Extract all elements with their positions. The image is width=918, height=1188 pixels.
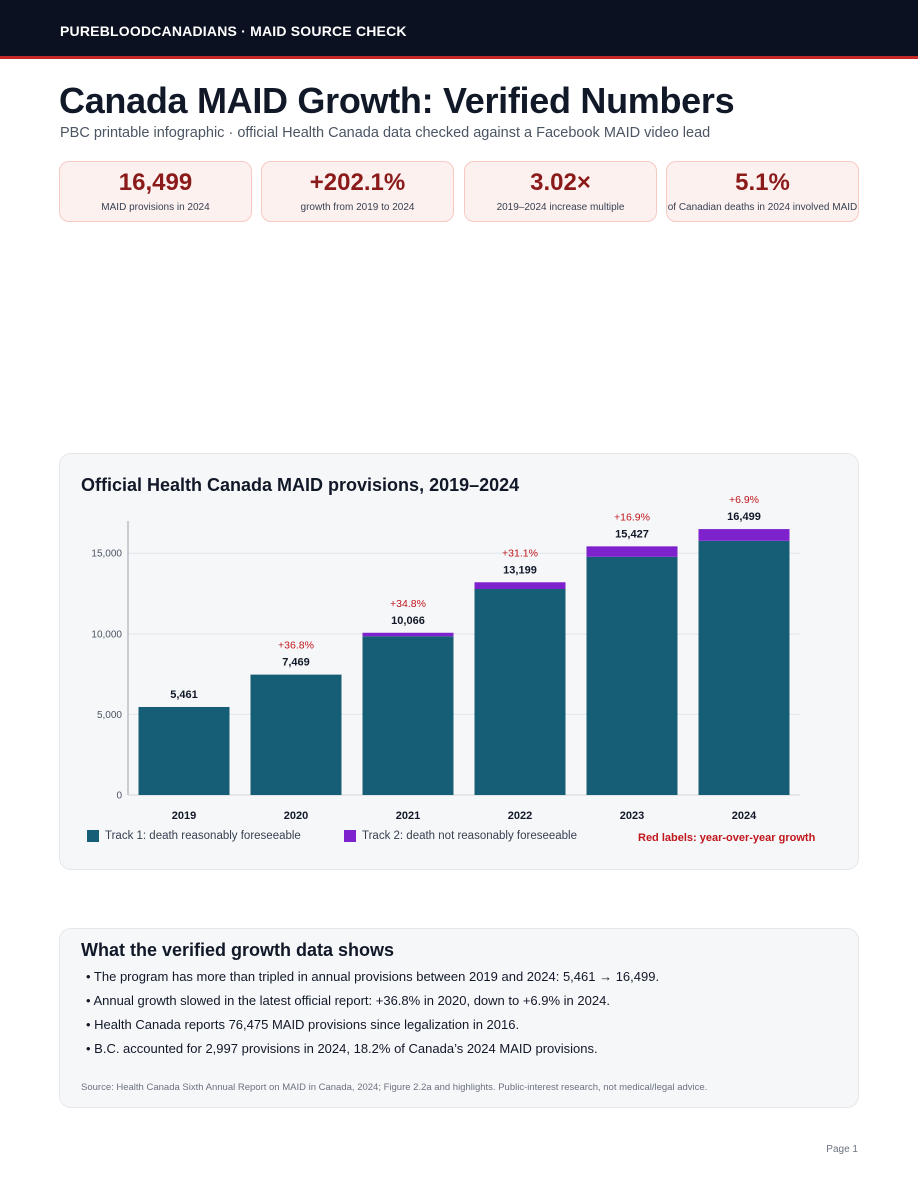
x-tick-label: 2021 bbox=[396, 810, 420, 822]
data-label-total: 13,199 bbox=[503, 564, 537, 576]
kpi-value: +202.1% bbox=[309, 169, 406, 196]
y-tick-label: 15,000 bbox=[91, 549, 122, 560]
data-label-growth: +16.9% bbox=[614, 511, 650, 523]
page-number: Page 1 bbox=[826, 1144, 858, 1155]
growth-legend-note: Red labels: year-over-year growth bbox=[638, 832, 816, 844]
data-label-total: 5,461 bbox=[170, 689, 198, 701]
bar-track2-2024 bbox=[698, 529, 790, 541]
data-label-growth: +34.8% bbox=[390, 598, 426, 610]
data-label-growth: +31.1% bbox=[502, 547, 538, 559]
x-tick-label: 2023 bbox=[620, 810, 644, 822]
data-label-growth: +6.9% bbox=[729, 494, 759, 506]
legend-swatch-track2 bbox=[344, 830, 356, 842]
kpi-card-multiple: 3.02× 2019–2024 increase multiple bbox=[464, 161, 657, 222]
finding-item: • Health Canada reports 76,475 MAID prov… bbox=[86, 1017, 520, 1032]
findings-card: What the verified growth data shows • Th… bbox=[59, 928, 859, 1108]
bar-track1-2019 bbox=[138, 706, 230, 795]
data-label-growth: +36.8% bbox=[278, 640, 314, 652]
data-label-total: 7,469 bbox=[282, 657, 310, 669]
bar-track1-2024 bbox=[698, 540, 790, 795]
data-label-total: 15,427 bbox=[615, 528, 649, 540]
findings-list: • The program has more than tripled in a… bbox=[86, 969, 659, 1065]
bar-track1-2023 bbox=[586, 556, 678, 795]
kpi-row: 16,499 MAID provisions in 2024 +202.1% g… bbox=[59, 161, 859, 222]
bar-track1-2021 bbox=[362, 636, 454, 795]
legend-item-track1: Track 1: death reasonably foreseeable bbox=[87, 830, 301, 842]
finding-item: • Annual growth slowed in the latest off… bbox=[86, 993, 610, 1008]
x-tick-label: 2019 bbox=[172, 810, 196, 822]
kpi-label: MAID provisions in 2024 bbox=[101, 202, 210, 213]
finding-item: • B.C. accounted for 2,997 provisions in… bbox=[86, 1041, 598, 1056]
legend-label-track1: Track 1: death reasonably foreseeable bbox=[105, 830, 301, 842]
kpi-card-provisions: 16,499 MAID provisions in 2024 bbox=[59, 161, 252, 222]
top-banner: PUREBLOODCANADIANS · MAID SOURCE CHECK bbox=[0, 0, 918, 59]
chart-title: Official Health Canada MAID provisions, … bbox=[81, 475, 520, 495]
page-subtitle: PBC printable infographic · official Hea… bbox=[60, 125, 711, 141]
kpi-value: 3.02× bbox=[530, 169, 591, 196]
finding-item: • The program has more than tripled in a… bbox=[86, 969, 660, 984]
legend-item-track2: Track 2: death not reasonably foreseeabl… bbox=[344, 830, 577, 842]
data-label-total: 16,499 bbox=[727, 511, 761, 523]
kpi-label: 2019–2024 increase multiple bbox=[496, 202, 625, 213]
legend-label-track2: Track 2: death not reasonably foreseeabl… bbox=[362, 830, 578, 842]
legend-swatch-track1 bbox=[87, 830, 99, 842]
source-note: Source: Health Canada Sixth Annual Repor… bbox=[81, 1082, 708, 1093]
y-tick-label: 0 bbox=[116, 791, 122, 802]
x-tick-label: 2024 bbox=[732, 810, 757, 822]
brand-label: PUREBLOODCANADIANS · MAID SOURCE CHECK bbox=[60, 23, 407, 39]
x-tick-label: 2022 bbox=[508, 810, 532, 822]
bar-track2-2022 bbox=[474, 582, 566, 590]
findings-title: What the verified growth data shows bbox=[81, 940, 395, 960]
chart-card: 0 5,000 10,000 15,000 5,461 2019 7,469 +36.8% 20… bbox=[59, 453, 859, 870]
kpi-value: 5.1% bbox=[735, 169, 790, 196]
page-title: Canada MAID Growth: Verified Numbers bbox=[59, 80, 735, 121]
bar-track1-2020 bbox=[250, 674, 342, 795]
kpi-card-death-share: 5.1% of Canadian deaths in 2024 involved… bbox=[666, 161, 859, 222]
bar-track1-2022 bbox=[474, 589, 566, 795]
x-tick-label: 2020 bbox=[284, 810, 308, 822]
bar-track2-2021 bbox=[362, 632, 454, 637]
kpi-value: 16,499 bbox=[118, 169, 193, 196]
bar-chart: 0 5,000 10,000 15,000 5,461 2019 7,469 +36.8% 20… bbox=[91, 494, 800, 822]
kpi-card-growth: +202.1% growth from 2019 to 2024 bbox=[261, 161, 454, 222]
kpi-label: growth from 2019 to 2024 bbox=[300, 202, 415, 213]
y-tick-label: 10,000 bbox=[91, 629, 122, 640]
kpi-label: of Canadian deaths in 2024 involved MAID bbox=[667, 202, 858, 213]
y-tick-label: 5,000 bbox=[97, 710, 122, 721]
bar-track2-2023 bbox=[586, 546, 678, 557]
data-label-total: 10,066 bbox=[391, 615, 425, 627]
